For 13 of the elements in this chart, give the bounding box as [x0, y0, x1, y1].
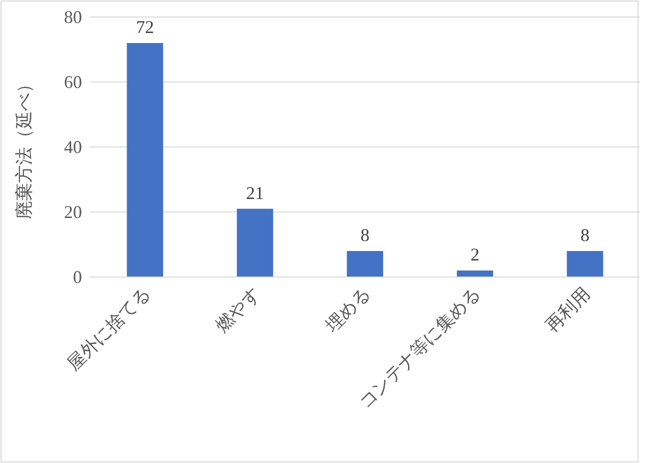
- xtick: 埋める: [322, 284, 374, 336]
- data-label: 21: [246, 182, 264, 203]
- data-label: 8: [360, 225, 370, 245]
- data-label: 72: [136, 17, 154, 37]
- data-label: 8: [580, 225, 590, 245]
- ytick: 60: [64, 72, 82, 92]
- ytick: 20: [64, 202, 82, 222]
- ytick: 40: [64, 137, 82, 157]
- data-label: 2: [470, 244, 480, 264]
- xtick: 燃やす: [212, 284, 264, 336]
- xtick: 再利用: [542, 284, 594, 336]
- ytick: 80: [64, 7, 82, 27]
- ylabel: 廃棄方法（延べ）: [14, 75, 34, 219]
